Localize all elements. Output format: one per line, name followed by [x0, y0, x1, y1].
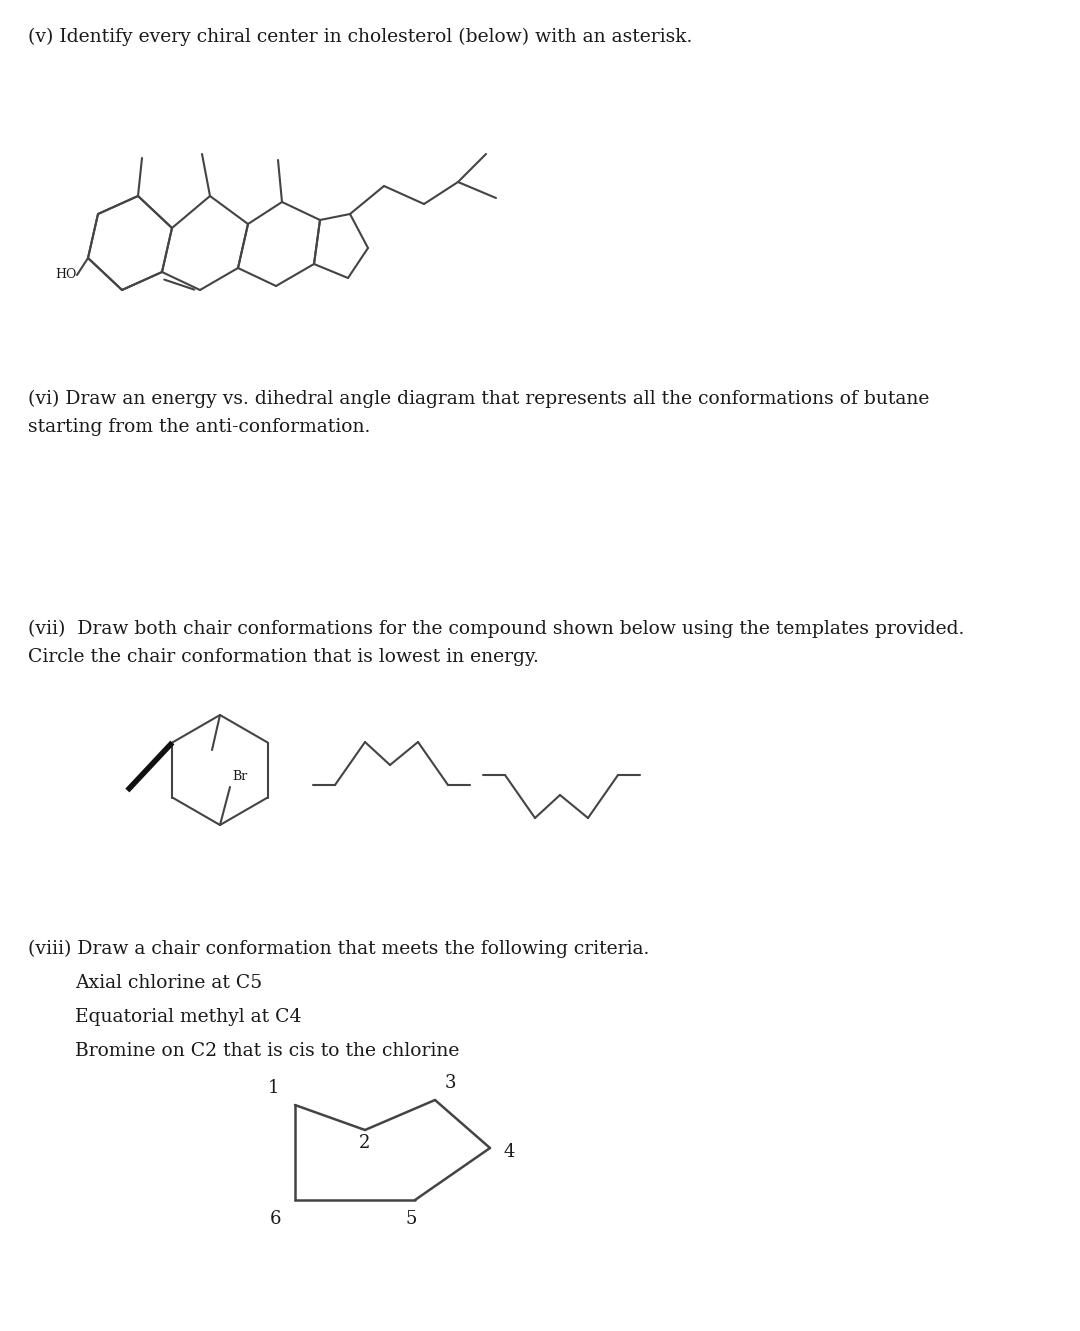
Text: 5: 5 [405, 1210, 417, 1229]
Text: starting from the anti-conformation.: starting from the anti-conformation. [28, 418, 370, 437]
Text: Circle the chair conformation that is lowest in energy.: Circle the chair conformation that is lo… [28, 648, 539, 666]
Text: Br: Br [232, 771, 247, 783]
Text: HO: HO [55, 269, 77, 281]
Text: Equatorial methyl at C4: Equatorial methyl at C4 [75, 1008, 301, 1026]
Text: 2: 2 [360, 1134, 370, 1153]
Text: (vii)  Draw both chair conformations for the compound shown below using the temp: (vii) Draw both chair conformations for … [28, 620, 964, 639]
Text: 4: 4 [504, 1143, 515, 1161]
Text: Axial chlorine at C5: Axial chlorine at C5 [75, 974, 262, 992]
Text: 1: 1 [268, 1079, 279, 1097]
Text: Bromine on C2 that is cis to the chlorine: Bromine on C2 that is cis to the chlorin… [75, 1042, 459, 1059]
Text: 6: 6 [270, 1210, 281, 1229]
Text: (viii) Draw a chair conformation that meets the following criteria.: (viii) Draw a chair conformation that me… [28, 940, 649, 958]
Text: 3: 3 [445, 1074, 457, 1091]
Text: (vi) Draw an energy vs. dihedral angle diagram that represents all the conformat: (vi) Draw an energy vs. dihedral angle d… [28, 390, 930, 409]
Text: (v) Identify every chiral center in cholesterol (below) with an asterisk.: (v) Identify every chiral center in chol… [28, 28, 692, 47]
